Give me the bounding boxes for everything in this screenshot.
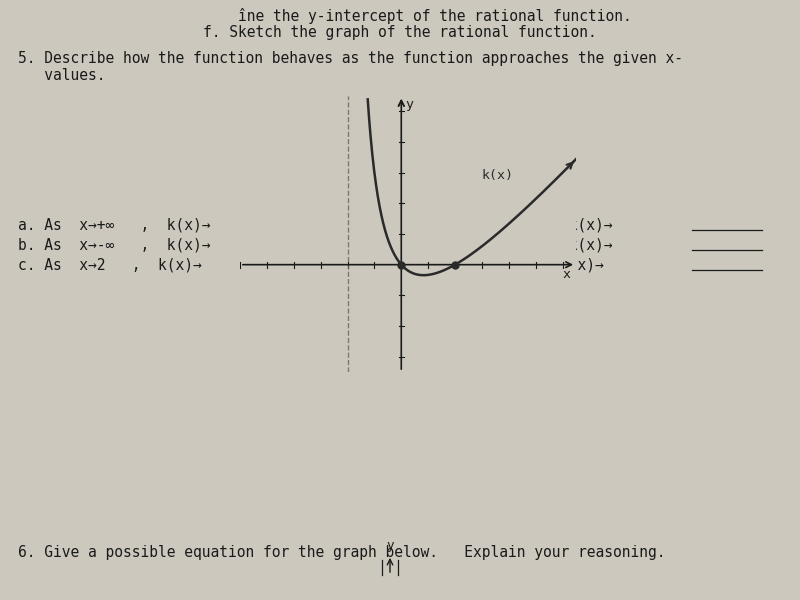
Text: y: y [386,539,394,552]
Text: a. As  x→+∞   ,  k(x)→: a. As x→+∞ , k(x)→ [18,217,210,232]
Text: f. As  x→0   ,  k(x)→: f. As x→0 , k(x)→ [420,257,604,272]
Text: y: y [406,98,414,110]
Text: x: x [562,268,570,281]
Text: k(x): k(x) [482,169,514,182]
Text: 6. Give a possible equation for the graph below.   Explain your reasoning.: 6. Give a possible equation for the grap… [18,545,666,560]
Text: f. Sketch the graph of the rational function.: f. Sketch the graph of the rational func… [203,25,597,40]
Text: d. As  x→-2   ,  k(x)→: d. As x→-2 , k(x)→ [420,217,613,232]
Text: c. As  x→2   ,  k(x)→: c. As x→2 , k(x)→ [18,257,202,272]
Text: values.: values. [18,68,106,83]
Text: e. As  x→-4   ,  k(x)→: e. As x→-4 , k(x)→ [420,237,613,252]
Text: b. As  x→-∞   ,  k(x)→: b. As x→-∞ , k(x)→ [18,237,210,252]
Text: îne the y-intercept of the rational function.: îne the y-intercept of the rational func… [168,8,632,24]
Text: 5. Describe how the function behaves as the function approaches the given x-: 5. Describe how the function behaves as … [18,51,683,66]
